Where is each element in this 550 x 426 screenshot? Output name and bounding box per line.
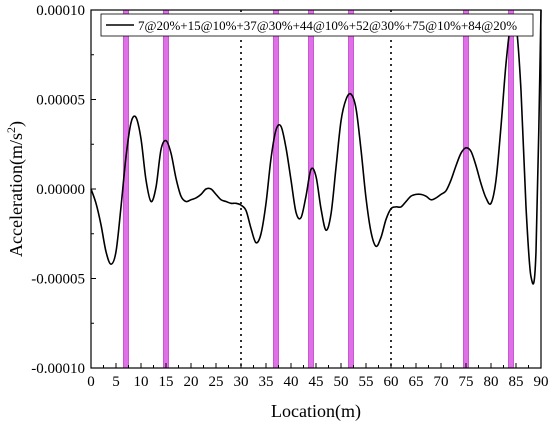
x-tick-label: 5	[112, 374, 120, 390]
damage-band	[123, 9, 129, 369]
x-tick-label: 30	[234, 374, 249, 390]
x-tick-label: 25	[209, 374, 224, 390]
y-tick-label: -0.00010	[31, 361, 85, 377]
x-tick-label: 90	[534, 374, 549, 390]
x-tick-label: 15	[159, 374, 174, 390]
x-tick-label: 80	[484, 374, 499, 390]
y-tick-label: 0.00010	[36, 3, 85, 19]
x-axis-ticks: 0 5 10 15 20 25 30 35 40 45 50 55 60 65 70 75 80 85 90	[87, 363, 549, 390]
x-tick-label: 50	[334, 374, 349, 390]
y-axis-ticks: 0.00010 0.00005 0.00000 -0.00005 -0.00010	[31, 3, 96, 377]
series-line	[90, 9, 542, 285]
x-tick-label: 45	[309, 374, 324, 390]
y-tick-label: 0.00005	[36, 93, 85, 109]
damage-band	[348, 9, 354, 369]
y-axis-label: Acceleration(m/s2)	[4, 121, 27, 257]
damage-band	[273, 9, 279, 369]
dotted-vlines	[240, 10, 392, 368]
x-tick-label: 10	[134, 374, 149, 390]
x-tick-label: 20	[184, 374, 199, 390]
legend: 7@20%+15@10%+37@30%+44@10%+52@30%+75@10%…	[100, 13, 534, 37]
x-tick-label: 0	[87, 374, 95, 390]
y-tick-label: 0.00000	[36, 182, 85, 198]
legend-entry: 7@20%+15@10%+37@30%+44@10%+52@30%+75@10%…	[138, 18, 517, 33]
x-tick-label: 75	[459, 374, 474, 390]
x-tick-label: 35	[259, 374, 274, 390]
x-tick-label: 40	[284, 374, 299, 390]
damage-band	[508, 9, 514, 369]
x-tick-label: 85	[509, 374, 524, 390]
y-tick-label: -0.00005	[31, 272, 85, 288]
plot-frame	[90, 9, 542, 369]
damage-band	[163, 9, 169, 369]
series-layer	[90, 9, 542, 285]
x-tick-label: 65	[409, 374, 424, 390]
x-tick-label: 70	[434, 374, 449, 390]
legend-box	[100, 13, 534, 37]
x-tick-label: 60	[384, 374, 399, 390]
damage-band	[308, 9, 314, 369]
x-tick-label: 55	[359, 374, 374, 390]
damage-band	[463, 9, 469, 369]
x-axis-label: Location(m)	[271, 401, 361, 422]
